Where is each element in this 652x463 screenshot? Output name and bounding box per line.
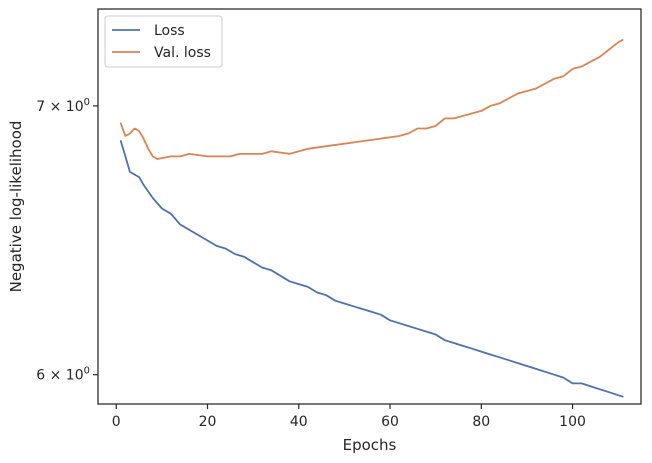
series-layer (119, 39, 624, 398)
legend-label-loss: Loss (154, 23, 185, 39)
y-axis: 6 × 100 7 × 100 (36, 97, 98, 384)
x-tick-label: 0 (112, 414, 121, 430)
x-tick-label: 100 (559, 414, 586, 430)
plot-frame (97, 8, 642, 405)
x-tick-label: 20 (199, 414, 217, 430)
legend: Loss Val. loss (104, 15, 223, 68)
x-axis-label: Epochs (343, 436, 397, 454)
series-line-val-loss (119, 39, 624, 160)
series-line-loss (119, 140, 624, 398)
y-tick-label: 6 × 100 (36, 366, 90, 384)
y-axis-label: Negative log-likelihood (7, 121, 25, 293)
y-tick-label: 7 × 100 (36, 97, 90, 115)
x-axis: 0 20 40 60 80 100 (112, 404, 586, 430)
x-tick-label: 60 (381, 414, 399, 430)
legend-label-val-loss: Val. loss (154, 45, 211, 61)
x-tick-label: 80 (472, 414, 490, 430)
legend-box (104, 15, 223, 68)
x-tick-label: 40 (290, 414, 308, 430)
